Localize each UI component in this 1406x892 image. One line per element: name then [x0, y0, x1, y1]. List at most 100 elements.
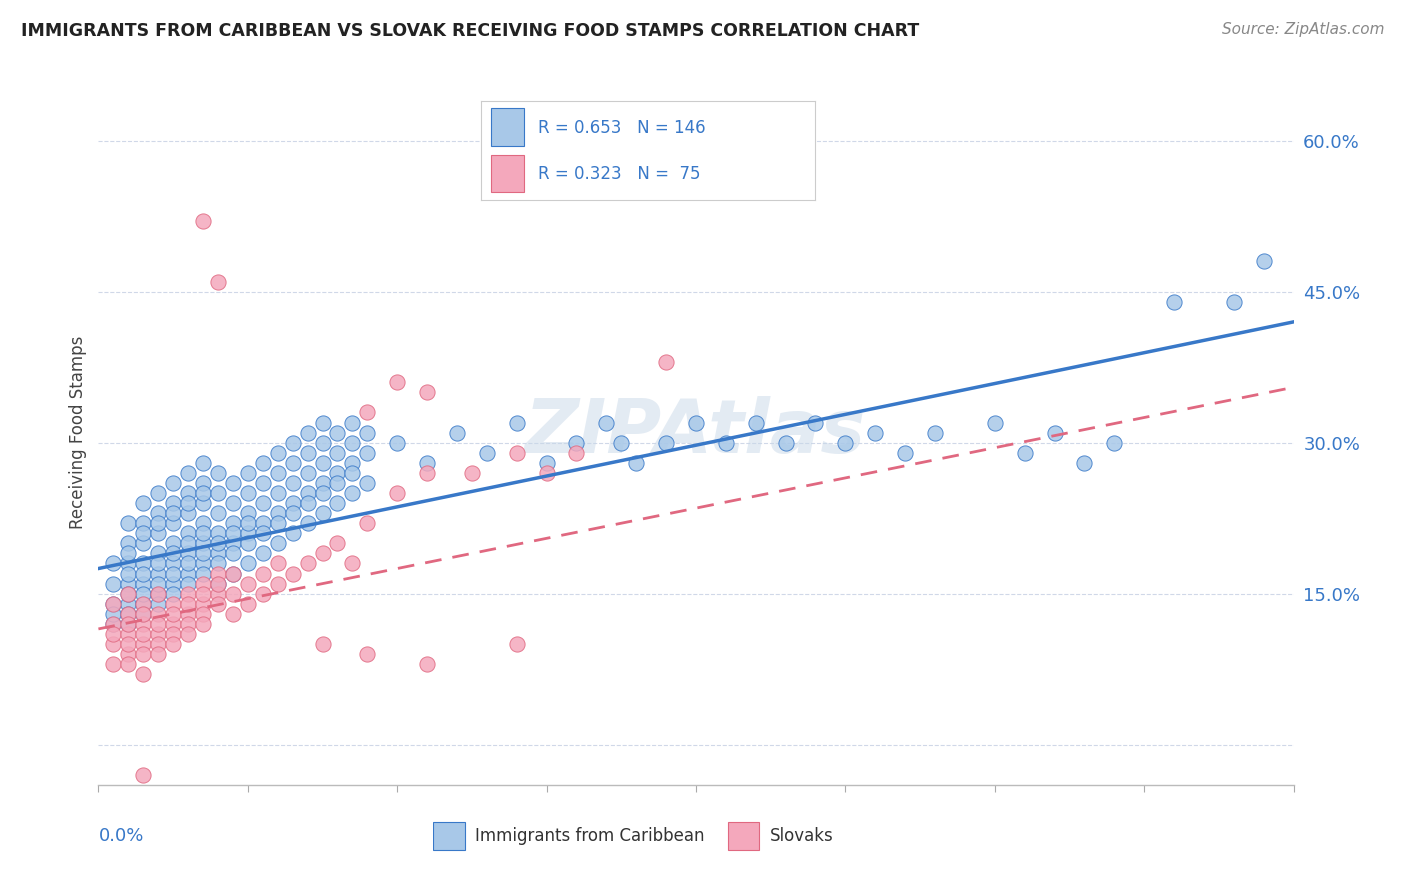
Point: [191, 456, 214, 470]
Point: [536, 456, 558, 470]
Point: [132, 647, 155, 661]
Point: [924, 425, 946, 440]
Point: [267, 506, 290, 520]
Point: [207, 566, 229, 581]
Point: [207, 275, 229, 289]
Point: [1104, 435, 1126, 450]
Point: [132, 587, 155, 601]
Point: [252, 566, 274, 581]
Point: [311, 546, 333, 560]
Point: [236, 597, 259, 611]
Point: [132, 576, 155, 591]
Point: [281, 496, 304, 510]
Point: [177, 486, 200, 500]
Point: [297, 446, 319, 460]
Y-axis label: Receiving Food Stamps: Receiving Food Stamps: [69, 336, 87, 529]
Point: [1043, 425, 1066, 440]
Point: [222, 566, 245, 581]
Point: [132, 616, 155, 631]
Point: [191, 557, 214, 571]
Point: [103, 576, 125, 591]
Point: [103, 607, 125, 621]
Point: [506, 446, 529, 460]
Point: [148, 587, 170, 601]
Point: [252, 526, 274, 541]
Point: [162, 637, 184, 651]
Point: [177, 466, 200, 480]
Point: [222, 566, 245, 581]
Point: [610, 435, 633, 450]
Point: [252, 546, 274, 560]
Point: [281, 456, 304, 470]
Point: [162, 496, 184, 510]
Point: [1073, 456, 1095, 470]
Point: [191, 566, 214, 581]
Point: [222, 607, 245, 621]
Point: [565, 435, 588, 450]
Point: [236, 466, 259, 480]
Point: [162, 576, 184, 591]
Point: [117, 587, 139, 601]
Point: [148, 607, 170, 621]
Point: [311, 456, 333, 470]
Point: [162, 607, 184, 621]
Point: [117, 536, 139, 550]
Point: [103, 637, 125, 651]
Point: [252, 516, 274, 531]
Point: [236, 486, 259, 500]
Point: [297, 496, 319, 510]
Point: [714, 435, 737, 450]
Point: [191, 486, 214, 500]
Point: [162, 475, 184, 490]
Point: [148, 557, 170, 571]
Point: [117, 546, 139, 560]
Point: [207, 506, 229, 520]
Point: [626, 456, 648, 470]
Point: [222, 516, 245, 531]
Point: [222, 546, 245, 560]
Point: [385, 486, 409, 500]
Point: [416, 657, 439, 672]
Point: [385, 435, 409, 450]
Point: [162, 566, 184, 581]
Point: [281, 435, 304, 450]
Point: [132, 536, 155, 550]
Point: [191, 607, 214, 621]
Point: [177, 526, 200, 541]
Point: [207, 546, 229, 560]
Point: [132, 607, 155, 621]
Point: [267, 576, 290, 591]
Point: [655, 435, 678, 450]
Point: [117, 637, 139, 651]
Point: [1163, 294, 1185, 309]
Point: [356, 446, 378, 460]
Point: [342, 416, 364, 430]
Point: [267, 557, 290, 571]
Point: [342, 456, 364, 470]
Point: [162, 597, 184, 611]
Point: [326, 536, 349, 550]
Point: [148, 526, 170, 541]
Point: [222, 496, 245, 510]
Point: [281, 526, 304, 541]
Point: [326, 446, 349, 460]
Point: [117, 616, 139, 631]
Point: [117, 657, 139, 672]
Point: [132, 597, 155, 611]
Point: [207, 576, 229, 591]
Text: ZIPAtlas: ZIPAtlas: [526, 396, 866, 469]
Point: [475, 446, 498, 460]
Point: [162, 516, 184, 531]
Point: [416, 466, 439, 480]
Point: [804, 416, 827, 430]
Point: [267, 466, 290, 480]
Point: [326, 475, 349, 490]
Point: [461, 466, 484, 480]
Point: [132, 768, 155, 782]
Point: [207, 587, 229, 601]
Point: [117, 647, 139, 661]
Point: [148, 576, 170, 591]
Point: [252, 475, 274, 490]
Point: [191, 536, 214, 550]
Point: [326, 425, 349, 440]
